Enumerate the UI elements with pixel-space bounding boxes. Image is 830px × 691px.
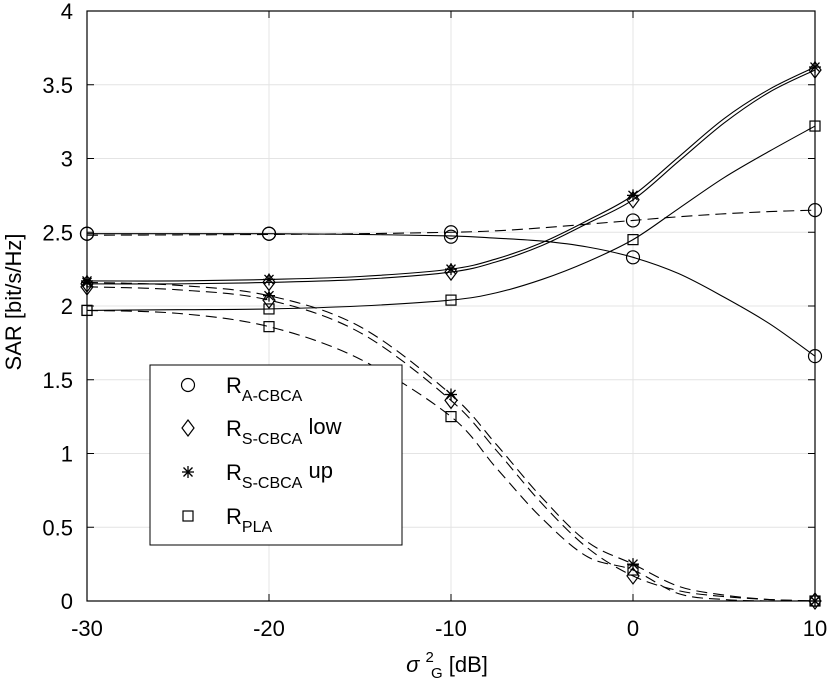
asterisk-stroke [628,559,638,570]
legend-label-subscript: S-CBCA [242,431,303,448]
data-point-square [445,411,457,423]
data-point-diamond [808,592,822,610]
series-line [87,125,815,311]
data-point-diamond [626,566,640,585]
x-tick-label: -20 [253,616,285,641]
data-point-circle [625,250,641,265]
legend-label-subscript: S-CBCA [242,475,303,492]
x-axis-label-subscript: G [431,665,443,682]
y-tick-label: 2.5 [42,220,73,245]
legend-label: RS-CBCA up [226,458,333,492]
series-line [87,281,815,601]
legend-label-main: R [226,460,242,485]
y-tick-label: 4 [61,0,73,24]
legend-label-subscript: A-CBCA [242,388,303,405]
legend-label: RA-CBCA [226,373,303,405]
data-point-square [627,564,639,576]
legend-label-subscript: PLA [242,519,273,536]
data-point-circle [443,229,459,244]
data-point-asterisk [445,388,457,401]
asterisk-stroke [264,290,274,301]
legend-marker-square [182,510,194,522]
data-point-square [627,234,639,246]
legend-marker-circle [180,377,196,393]
legend-label-main: R [226,373,242,398]
y-tick-label: 1 [61,442,73,467]
data-point-circle [443,225,459,240]
series-line [87,209,815,236]
data-point-square [263,303,275,315]
y-tick-label: 3.5 [42,73,73,98]
data-point-asterisk [263,273,275,286]
data-point-asterisk [627,189,639,202]
asterisk-stroke [628,190,638,201]
data-point-square [263,321,275,333]
data-point-asterisk [627,558,639,571]
x-tick-label: 0 [627,616,639,641]
series-line [87,66,815,282]
x-axis-label-superscript: 2 [426,649,434,666]
y-tick-label: 3 [61,147,73,172]
legend-label: RPLA [226,504,272,536]
legend-marker-diamond [181,419,195,437]
asterisk-stroke [264,274,274,285]
legend-box [149,364,403,546]
y-axis-label: SAR [bit/s/Hz] [1,234,26,371]
y-tick-label: 0.5 [42,515,73,540]
y-tick-label: 2 [61,294,73,319]
legend-label: RS-CBCA low [226,414,342,448]
legend-label-main: R [226,504,242,529]
x-tick-label: -30 [71,616,103,641]
y-tick-label: 0 [61,589,73,614]
series-curves [87,66,815,601]
asterisk-stroke [183,467,193,477]
x-tick-label: 10 [803,616,827,641]
asterisk-stroke [446,389,456,400]
y-tick-label: 1.5 [42,368,73,393]
data-point-circle [625,213,641,228]
legend-marker-asterisk [182,466,194,478]
series-line [87,309,815,601]
asterisk-stroke [446,264,456,275]
x-axis-label-unit: [dB] [449,652,488,677]
data-point-diamond [262,291,276,310]
data-point-circle [261,226,277,241]
data-point-diamond [626,190,640,209]
axis-ticks: -30 -20 -10 0 10 0 0.5 1 1.5 2 2.5 3 3.5 4 [42,0,827,641]
data-point-asterisk [263,289,275,302]
x-axis-label: σ 2 G [dB] [406,642,488,683]
legend-label-suffix: up [302,458,333,483]
series-line [87,69,815,285]
legend-label-suffix: low [302,414,341,439]
x-tick-label: -10 [435,616,467,641]
data-point-square [445,294,457,306]
x-axis-label-symbol: σ [406,652,420,677]
data-point-asterisk [445,263,457,276]
series-line [87,286,815,601]
series-line [87,233,815,357]
legend-label-main: R [226,416,242,441]
